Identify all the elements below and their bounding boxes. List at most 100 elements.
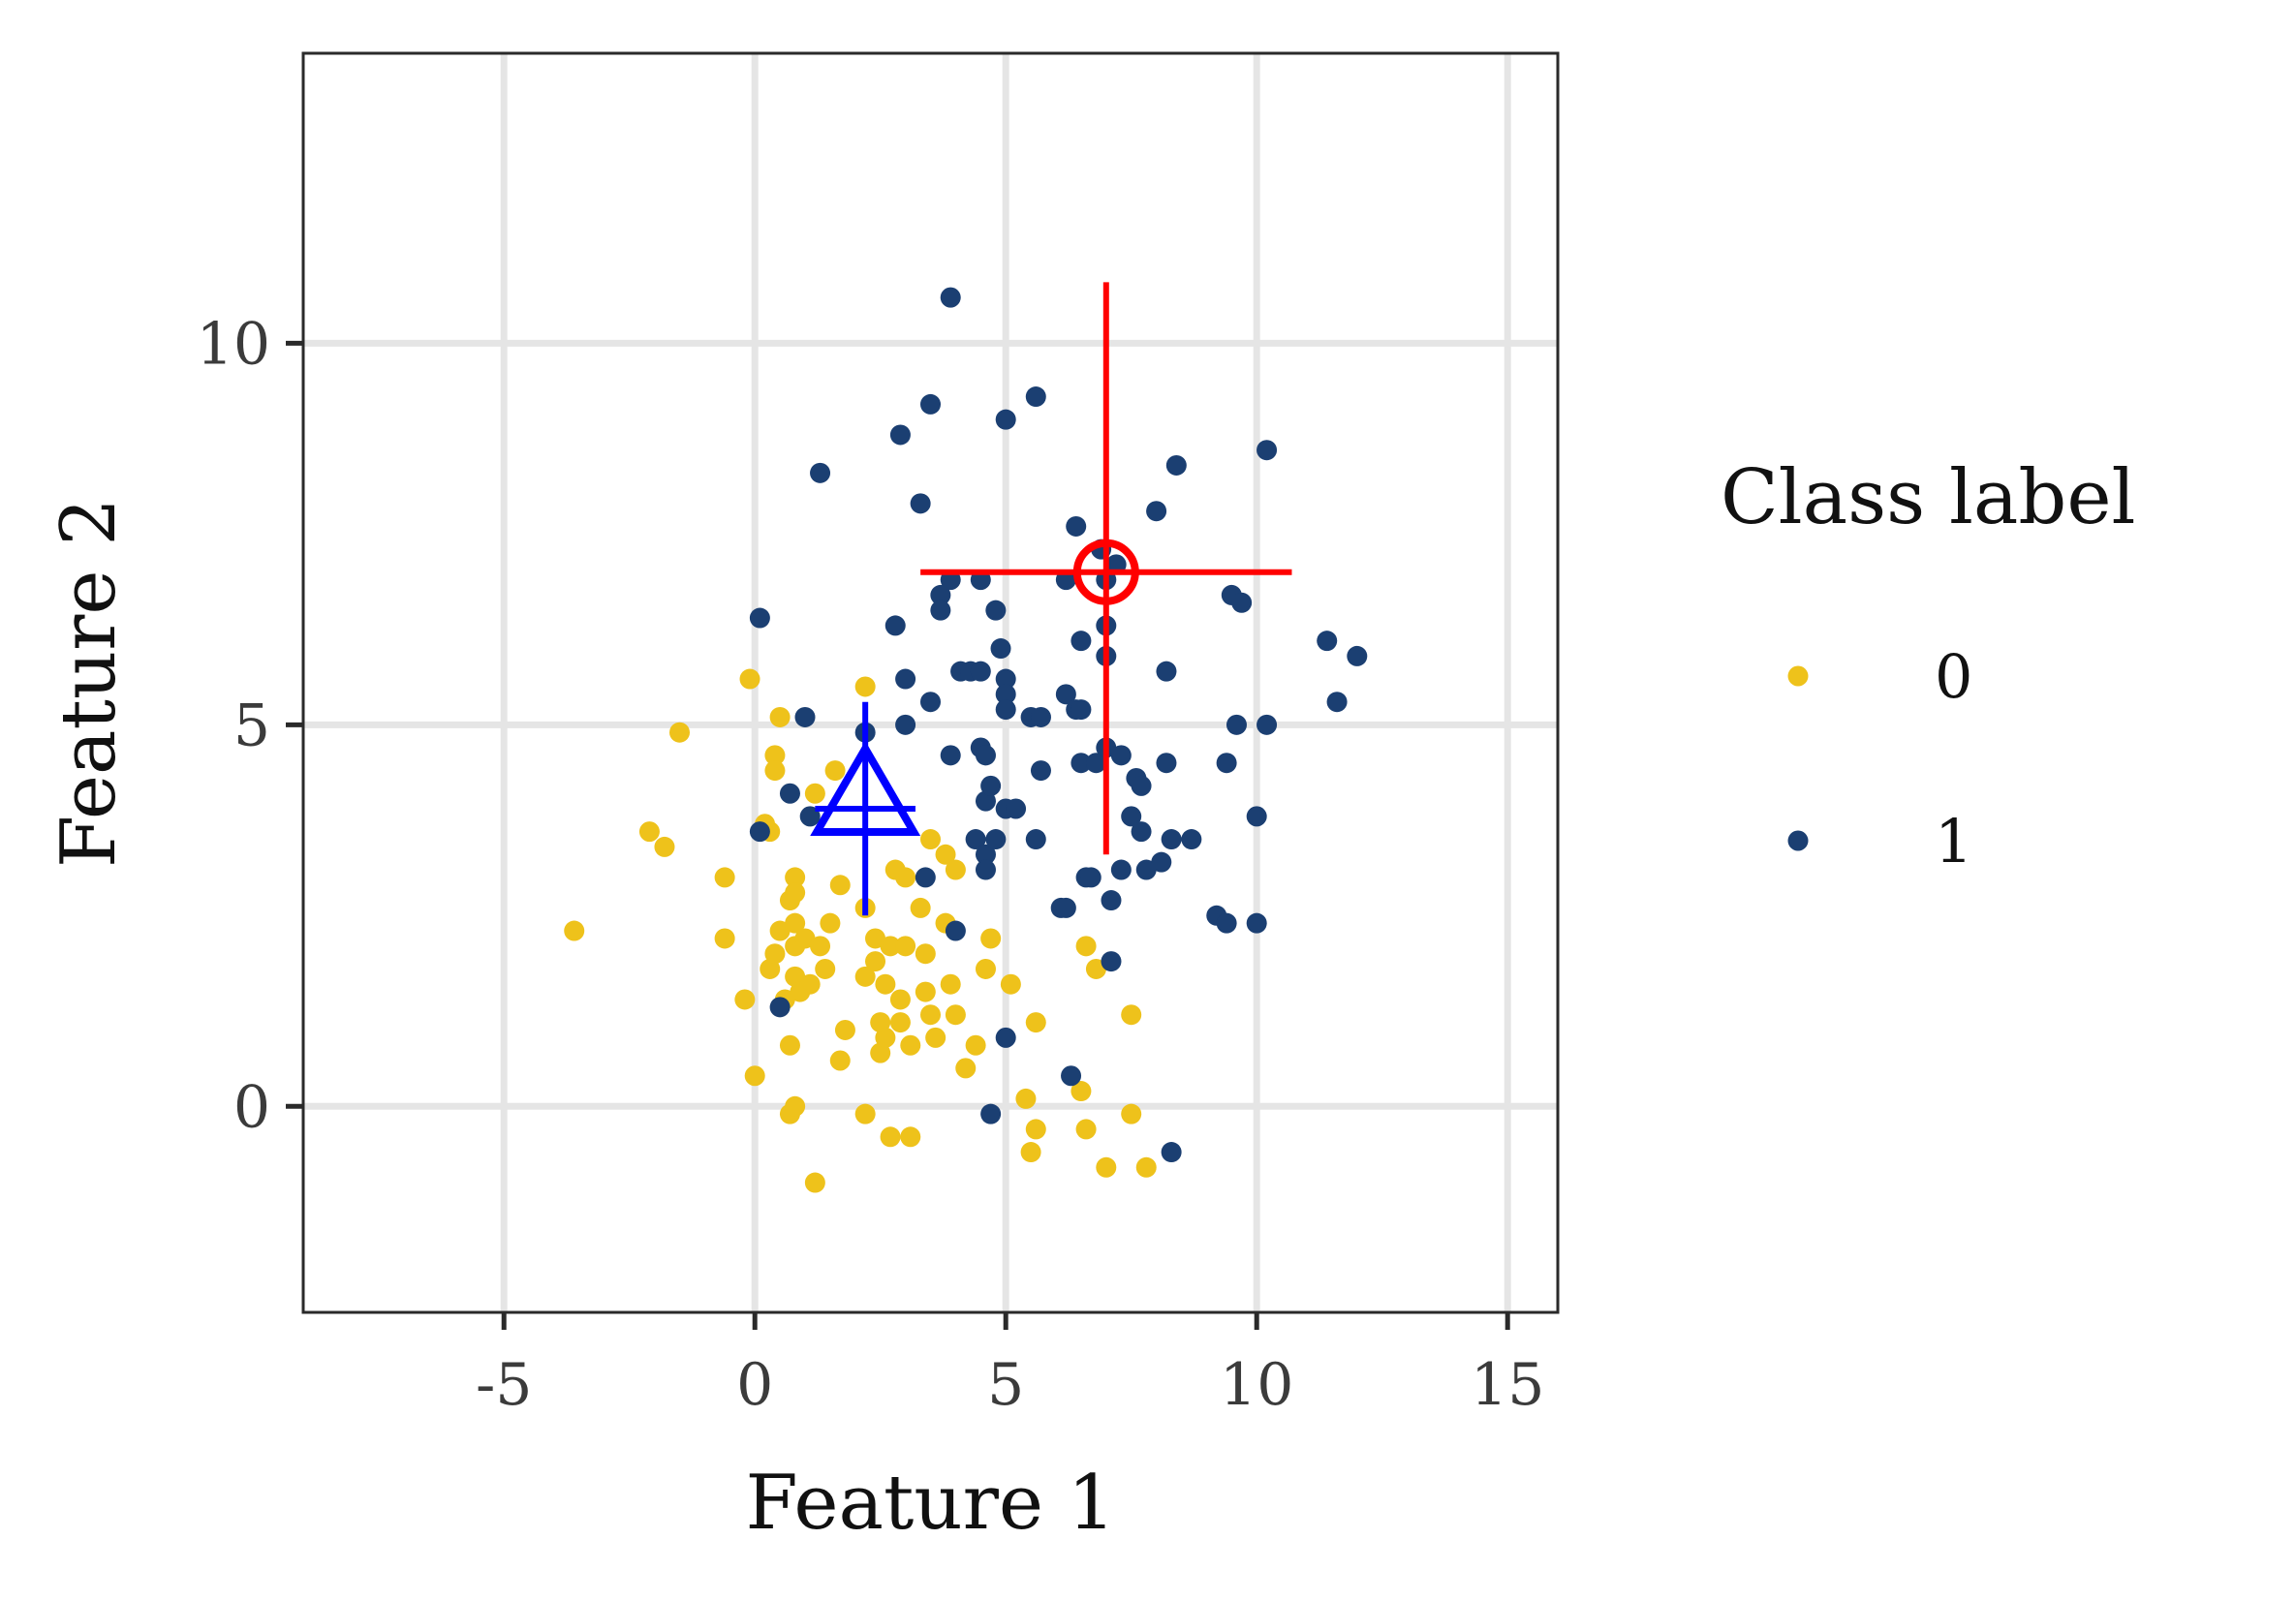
data-point-class-1	[1131, 821, 1152, 843]
data-point-class-0	[794, 928, 816, 949]
data-point-class-1	[895, 668, 916, 690]
data-point-class-1	[975, 844, 996, 865]
data-point-class-1	[980, 775, 1002, 796]
data-point-class-0	[714, 867, 735, 888]
legend-title: Class label	[1721, 454, 2135, 541]
data-point-class-0	[889, 1012, 911, 1033]
data-point-class-1	[779, 783, 800, 804]
data-point-class-0	[654, 836, 675, 857]
data-point-class-0	[714, 928, 735, 949]
data-point-class-1	[794, 706, 816, 727]
x-tick-label: 0	[736, 1351, 773, 1419]
data-point-class-1	[749, 821, 770, 843]
data-point-class-0	[935, 844, 956, 865]
data-point-class-1	[1025, 829, 1046, 850]
x-tick-label: -5	[476, 1351, 532, 1419]
data-point-class-1	[990, 638, 1011, 660]
data-point-class-0	[865, 928, 886, 949]
data-point-class-0	[1070, 1081, 1092, 1102]
data-point-class-0	[889, 989, 911, 1010]
data-point-class-1	[889, 424, 911, 446]
data-point-class-0	[1025, 1119, 1046, 1140]
data-point-class-1	[1080, 867, 1101, 888]
data-point-class-1	[940, 287, 961, 308]
y-tick-label: 5	[233, 692, 270, 759]
data-point-class-0	[880, 1126, 901, 1148]
data-point-class-1	[1006, 798, 1027, 819]
data-point-class-0	[785, 966, 806, 987]
data-point-class-1	[1161, 1142, 1182, 1163]
data-point-class-1	[910, 493, 931, 514]
data-point-class-0	[764, 760, 786, 782]
data-point-class-0	[1020, 1142, 1041, 1163]
data-point-class-0	[880, 936, 901, 957]
data-point-class-1	[1257, 714, 1278, 735]
data-point-class-1	[975, 790, 996, 812]
data-point-class-1	[1246, 912, 1267, 934]
data-point-class-0	[925, 1027, 946, 1048]
data-point-class-0	[829, 1050, 851, 1071]
data-point-class-1	[995, 684, 1016, 705]
data-point-class-0	[785, 882, 806, 904]
data-point-class-1	[930, 584, 951, 605]
data-point-class-0	[734, 989, 756, 1010]
data-point-class-1	[995, 699, 1016, 721]
axes: -5 0 5 10 15 0 5 10	[197, 310, 1545, 1419]
x-axis: -5 0 5 10 15	[476, 1312, 1544, 1419]
data-point-class-0	[785, 1095, 806, 1117]
data-point-class-1	[995, 1027, 1016, 1048]
data-point-class-0	[915, 981, 936, 1002]
series-0	[564, 668, 1157, 1193]
data-point-class-0	[865, 951, 886, 972]
data-point-class-1	[970, 661, 991, 682]
x-tick-label: 5	[987, 1351, 1024, 1419]
data-point-class-0	[854, 676, 876, 697]
data-point-class-1	[1070, 699, 1092, 721]
y-tick-label: 10	[197, 310, 270, 378]
data-point-class-1	[975, 859, 996, 880]
data-point-class-1	[1231, 592, 1253, 613]
data-point-class-1	[1066, 515, 1087, 537]
data-point-class-0	[739, 668, 760, 690]
data-point-class-0	[834, 1019, 855, 1040]
data-point-class-0	[854, 1103, 876, 1124]
data-point-class-1	[1347, 645, 1368, 666]
legend-swatch-0	[1787, 665, 1809, 687]
data-point-class-1	[1156, 753, 1177, 774]
data-point-class-1	[985, 829, 1007, 850]
y-tick-label: 0	[233, 1073, 270, 1141]
data-point-class-1	[920, 692, 941, 713]
data-point-class-1	[915, 867, 936, 888]
legend-items: 01	[1787, 641, 1972, 877]
data-point-class-1	[1101, 890, 1122, 911]
data-point-class-0	[1075, 1119, 1097, 1140]
data-point-class-1	[980, 1103, 1002, 1124]
data-point-class-0	[1015, 1088, 1037, 1109]
data-point-class-1	[1226, 714, 1247, 735]
data-point-class-1	[1181, 829, 1202, 850]
data-point-class-0	[764, 745, 786, 766]
data-point-class-1	[1131, 775, 1152, 796]
data-point-class-0	[1121, 1004, 1142, 1026]
data-point-class-0	[1096, 1156, 1117, 1178]
data-point-class-0	[1025, 1012, 1046, 1033]
data-points	[564, 287, 1368, 1193]
data-point-class-0	[760, 958, 781, 979]
data-point-class-1	[1070, 631, 1092, 652]
data-point-class-0	[955, 1058, 977, 1079]
data-point-class-0	[965, 1034, 986, 1056]
data-point-class-1	[1110, 745, 1132, 766]
x-axis-title: Feature 1	[746, 1460, 1116, 1547]
plot-area	[301, 51, 1560, 1314]
data-point-class-1	[1161, 829, 1182, 850]
data-point-class-1	[1085, 753, 1106, 774]
legend-label-1: 1	[1935, 806, 1972, 877]
data-point-class-0	[829, 875, 851, 896]
data-point-class-1	[975, 745, 996, 766]
data-point-class-1	[1257, 440, 1278, 461]
data-point-class-0	[769, 706, 791, 727]
data-point-class-0	[810, 936, 831, 957]
data-point-class-0	[975, 958, 996, 979]
data-point-class-1	[1110, 859, 1132, 880]
